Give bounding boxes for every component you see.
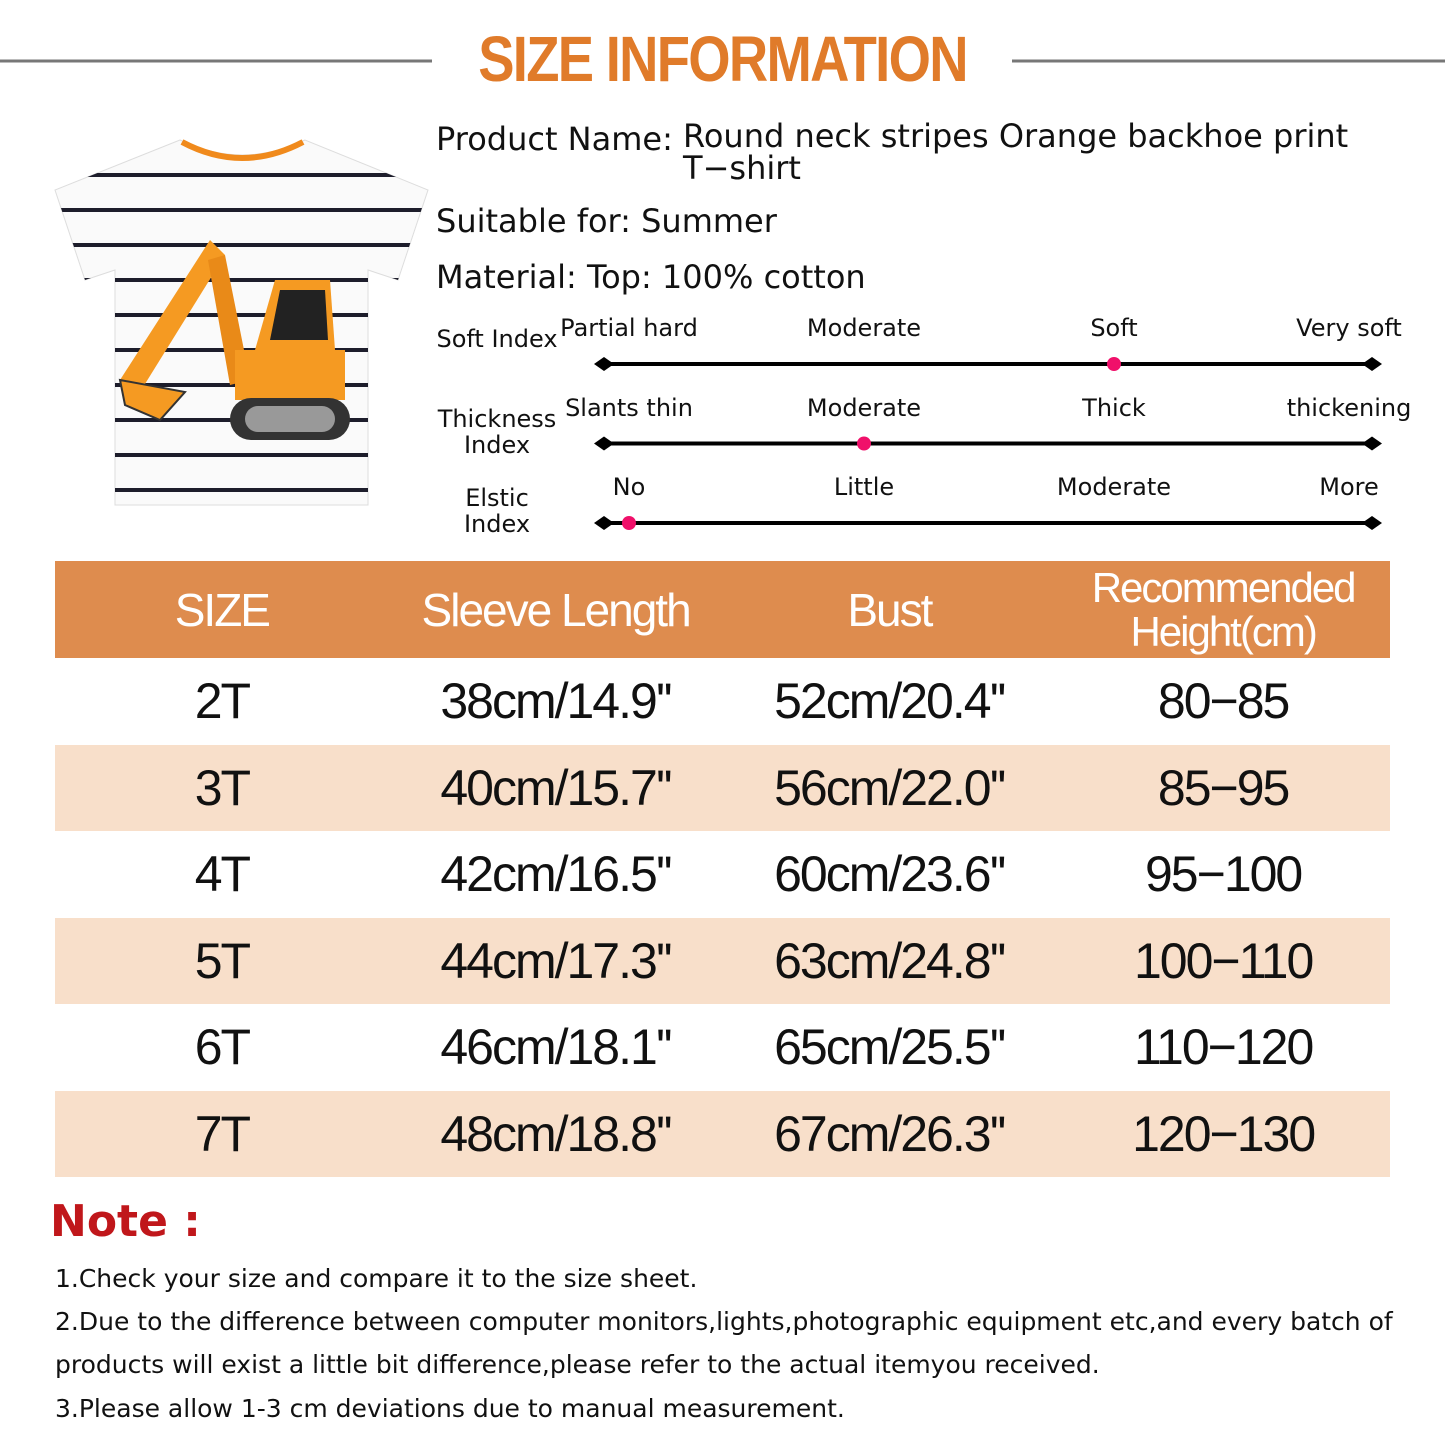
header-cell: Sleeve Length <box>388 561 723 658</box>
table-cell: 52cm/20.4'' <box>774 673 1007 730</box>
table-cell: 80−85 <box>1157 673 1290 730</box>
title-rules <box>0 59 1445 63</box>
table-cell: 120−130 <box>1056 1090 1390 1177</box>
product-name: Product Name: Round neck stripes Orange … <box>436 120 1373 184</box>
table-cell: 67cm/26.3'' <box>722 1090 1057 1177</box>
label: Material: <box>436 258 577 296</box>
table-cell: 60cm/23.6'' <box>774 846 1007 903</box>
product-image <box>54 139 429 506</box>
scale-option: Slants thin <box>565 393 693 422</box>
table-cell: 44cm/17.3'' <box>388 917 723 1004</box>
scale-end <box>594 516 614 530</box>
value: Top: 100% cotton <box>586 258 866 296</box>
table-row: 6T 46cm/18.1'' 65cm/25.5'' 110−120 <box>55 1004 1390 1091</box>
scale-label: Elstic Index <box>463 484 531 538</box>
scale-selected <box>1107 357 1121 371</box>
table-row: 7T 48cm/18.8'' 67cm/26.3'' 120−130 <box>55 1090 1390 1177</box>
scale-selected <box>622 516 636 530</box>
title: SIZE INFORMATION <box>478 23 968 95</box>
table-row: 2T 38cm/14.9'' 52cm/20.4'' 80−85 <box>55 658 1390 745</box>
scale-option: Moderate <box>1056 473 1172 501</box>
scale-option: Very soft <box>1296 314 1402 342</box>
table-cell: 7T <box>55 1090 389 1177</box>
value: Round neck stripes Orange backhoe print … <box>683 117 1349 187</box>
scale-option: thickening <box>1286 393 1412 422</box>
header-row: SIZE Sleeve Length Bust Recommended Height(… <box>55 561 1390 658</box>
value: Summer <box>641 202 777 240</box>
scale-selected <box>857 436 871 451</box>
scale-option: Soft <box>1090 314 1138 342</box>
table-cell: 4T <box>194 846 251 903</box>
table-cell: 40cm/15.7'' <box>388 744 723 831</box>
scale-end <box>594 357 614 371</box>
table-cell: 46cm/18.1'' <box>440 1019 673 1076</box>
material: Material: Top: 100% cotton <box>436 258 866 296</box>
table-cell: 56cm/22.0'' <box>722 744 1057 831</box>
note-item: 3.Please allow 1-3 cm deviations due to … <box>55 1394 845 1423</box>
scale-end <box>594 436 614 451</box>
table-cell: 5T <box>55 917 389 1004</box>
header-cell: SIZE <box>55 561 389 658</box>
note-item: 1.Check your size and compare it to the … <box>55 1264 698 1293</box>
table-row: 5T 44cm/17.3'' 63cm/24.8'' 100−110 <box>55 917 1390 1004</box>
label: Product Name: <box>436 120 673 158</box>
table-cell: 6T <box>194 1019 251 1076</box>
note-title: Note : <box>50 1196 201 1247</box>
table-cell: 3T <box>55 744 389 831</box>
table-cell: 65cm/25.5'' <box>774 1019 1007 1076</box>
scale-lines <box>594 357 1382 530</box>
scale-end <box>1362 357 1382 371</box>
label: Suitable for: <box>436 202 631 240</box>
table-cell: 100−110 <box>1056 917 1390 1004</box>
table-cell: 48cm/18.8'' <box>388 1090 723 1177</box>
scale-option: Partial hard <box>560 314 698 342</box>
scale-option: More <box>1319 473 1379 501</box>
table-cell: 38cm/14.9'' <box>440 673 673 730</box>
table-cell: 110−120 <box>1133 1019 1314 1076</box>
header-cell: Bust <box>722 561 1057 658</box>
scale-label: Thickness Index <box>437 404 557 459</box>
scale-end <box>1362 516 1382 530</box>
scale-option: Moderate <box>806 393 922 422</box>
scale-end <box>1362 436 1382 451</box>
scale-option: No <box>612 473 646 501</box>
scale-option: Little <box>833 473 895 501</box>
scale-option: Thick <box>1082 393 1146 422</box>
scale-option: Moderate <box>806 314 922 342</box>
table-cell: 95−100 <box>1145 846 1303 903</box>
scale-label: Soft Index <box>436 325 558 353</box>
header-cell: Recommended Height(cm) <box>1056 561 1390 658</box>
note-item: 2.Due to the difference between computer… <box>55 1307 1393 1379</box>
table-cell: 63cm/24.8'' <box>722 917 1057 1004</box>
table-cell: 2T <box>194 673 251 730</box>
table-cell: 42cm/16.5'' <box>440 846 673 903</box>
size-table: SIZE Sleeve Length Bust Recommended Height(… <box>55 561 1390 1177</box>
table-row: 3T 40cm/15.7'' 56cm/22.0'' 85−95 <box>55 744 1390 831</box>
table-row: 4T 42cm/16.5'' 60cm/23.6'' 95−100 <box>55 831 1390 918</box>
suitable: Suitable for: Summer <box>436 202 777 240</box>
table-cell: 85−95 <box>1056 744 1390 831</box>
